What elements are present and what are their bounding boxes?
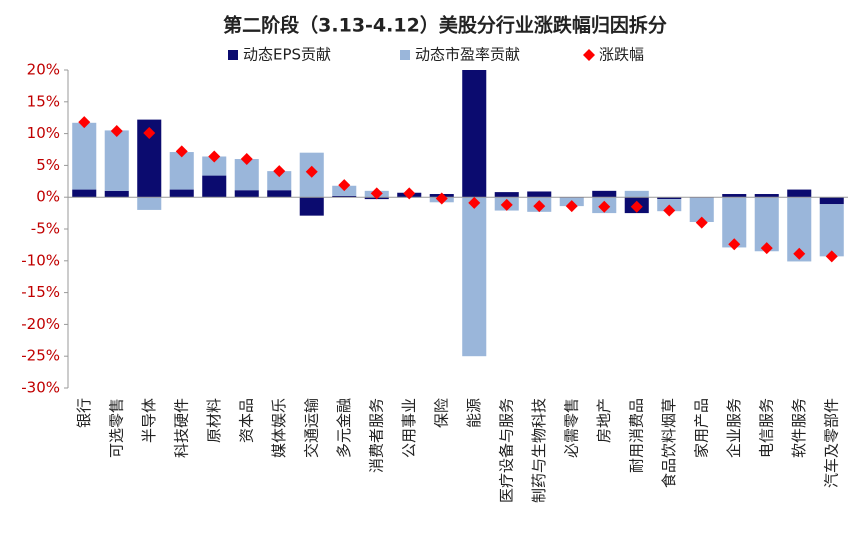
bar xyxy=(819,204,844,257)
marker xyxy=(208,150,221,163)
marker xyxy=(598,200,611,213)
legend-swatch xyxy=(400,50,410,60)
x-tick-label: 医疗设备与服务 xyxy=(497,398,515,503)
x-tick-label: 家用产品 xyxy=(692,398,710,458)
y-tick-label: -15% xyxy=(21,283,60,301)
x-tick-label: 消费者服务 xyxy=(367,398,385,473)
marker xyxy=(695,216,708,229)
marker xyxy=(273,165,286,178)
legend-label: 动态市盈率贡献 xyxy=(415,46,520,64)
x-tick-label: 公用事业 xyxy=(400,398,418,458)
marker xyxy=(468,196,481,209)
x-tick-label: 制药与生物科技 xyxy=(530,398,548,503)
y-tick-label: -10% xyxy=(21,251,60,269)
x-tick-label: 电信服务 xyxy=(757,398,775,458)
bar xyxy=(234,190,259,198)
marker xyxy=(143,126,156,139)
marker xyxy=(403,187,416,200)
x-tick-label: 软件服务 xyxy=(790,398,808,458)
bar xyxy=(299,197,324,216)
x-tick-label: 资本品 xyxy=(237,398,255,443)
marker xyxy=(338,179,351,192)
y-tick-label: 5% xyxy=(36,156,60,174)
x-tick-label: 食品饮料烟草 xyxy=(660,398,678,488)
marker xyxy=(435,192,448,205)
bar xyxy=(754,194,779,198)
marker xyxy=(663,204,676,217)
marker xyxy=(760,242,773,255)
x-tick-label: 能源 xyxy=(465,398,483,428)
bar xyxy=(722,194,747,198)
x-tick-label: 汽车及零部件 xyxy=(822,398,840,488)
bar xyxy=(267,171,292,191)
marker xyxy=(728,238,741,251)
y-tick-label: 10% xyxy=(27,124,60,142)
bar xyxy=(72,122,97,190)
marker xyxy=(500,198,513,211)
y-tick-label: 20% xyxy=(27,61,60,79)
bar xyxy=(657,197,682,200)
bar xyxy=(462,70,487,198)
marker xyxy=(78,116,91,129)
legend-label: 涨跌幅 xyxy=(599,46,644,64)
bar xyxy=(494,192,519,198)
bar xyxy=(332,195,357,198)
bar xyxy=(169,152,194,190)
x-tick-label: 原材料 xyxy=(205,398,223,443)
x-tick-label: 保险 xyxy=(432,398,450,428)
bar xyxy=(819,197,844,205)
x-tick-label: 可选零售 xyxy=(107,398,125,458)
marker xyxy=(565,200,578,213)
bar xyxy=(527,191,552,198)
bar xyxy=(462,197,487,357)
x-tick-label: 企业服务 xyxy=(725,398,743,458)
y-tick-label: -25% xyxy=(21,347,60,365)
marker xyxy=(533,200,546,213)
x-tick-label: 耐用消费品 xyxy=(627,398,645,473)
marker xyxy=(370,187,383,200)
y-tick-label: -20% xyxy=(21,315,60,333)
legend-swatch xyxy=(228,50,238,60)
y-tick-label: -30% xyxy=(21,379,60,397)
x-tick-label: 半导体 xyxy=(140,398,158,443)
legend-swatch xyxy=(583,49,595,61)
marker xyxy=(630,200,643,213)
marker xyxy=(305,165,318,178)
x-tick-label: 多元金融 xyxy=(335,398,353,458)
bar xyxy=(104,130,129,191)
bar xyxy=(787,189,812,198)
legend-label: 动态EPS贡献 xyxy=(243,46,331,64)
y-tick-label: 0% xyxy=(36,188,60,206)
x-tick-label: 银行 xyxy=(75,398,93,428)
marker xyxy=(793,247,806,260)
bar xyxy=(592,190,617,198)
y-tick-label: -5% xyxy=(31,220,60,238)
marker xyxy=(240,153,253,166)
bar xyxy=(624,190,649,198)
y-tick-label: 15% xyxy=(27,92,60,110)
bar xyxy=(202,156,227,176)
x-tick-label: 科技硬件 xyxy=(172,398,190,458)
marker xyxy=(825,250,838,263)
x-tick-label: 必需零售 xyxy=(562,398,580,458)
plot-area xyxy=(72,70,844,357)
x-tick-label: 房地产 xyxy=(595,398,613,443)
x-tick-label: 媒体娱乐 xyxy=(270,398,288,458)
bar xyxy=(202,175,227,198)
marker xyxy=(175,145,188,158)
x-tick-label: 交通运输 xyxy=(302,398,320,458)
bar xyxy=(169,189,194,198)
chart-title: 第二阶段（3.13-4.12）美股分行业涨跌幅归因拆分 xyxy=(223,14,667,37)
bar xyxy=(137,197,162,210)
marker xyxy=(110,125,123,138)
bar xyxy=(104,190,129,198)
bar xyxy=(267,190,292,198)
bar xyxy=(72,189,97,198)
